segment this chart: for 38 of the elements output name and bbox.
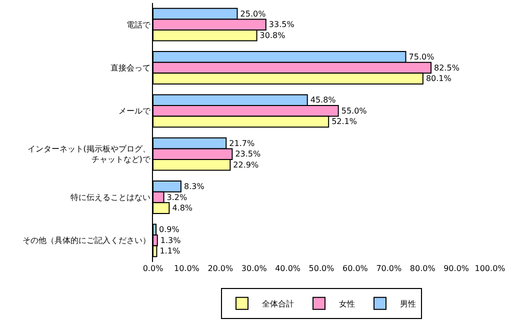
x-tick-label: 30.0% [241,264,268,273]
y-tick-label: 特に伝えることはない [70,193,150,202]
legend-label: 男性 [400,300,416,309]
data-label: 45.8% [310,96,336,105]
x-tick-label: 60.0% [342,264,368,273]
x-tick-label: 50.0% [308,264,335,273]
data-label: 0.9% [159,225,180,234]
data-label: 22.9% [233,160,259,170]
data-label: 8.3% [184,182,205,191]
legend-label: 全体合計 [262,300,294,309]
data-label: 33.5% [268,20,295,30]
data-label: 23.5% [235,150,262,159]
y-tick-label: インターネット(掲示板やブログ、チャットなど)で [27,144,152,164]
x-tick-label: 0.0% [142,264,164,273]
x-tick-label: 70.0% [376,264,402,273]
data-label: 21.7% [229,138,255,148]
x-tick-label: 40.0% [275,264,301,273]
x-tick-label: 20.0% [208,264,234,273]
data-label: 52.1% [332,117,358,126]
data-label: 1.3% [160,236,182,245]
x-tick-label: 80.0% [410,264,436,273]
data-label: 1.1% [160,246,180,256]
data-label: 30.8% [260,30,286,40]
y-tick-label: 直接会って [110,64,150,73]
x-tick-label: 90.0% [444,264,470,273]
data-label: 3.2% [166,192,188,202]
data-label: 80.1% [426,74,452,84]
data-label: 4.8% [172,204,193,213]
y-tick-label: その他（具体的にご記入ください） [22,236,150,246]
data-label: 55.0% [341,106,368,116]
data-label: 25.0% [240,9,266,18]
y-tick-label: 電話で [126,20,152,30]
x-tick-label: 10.0% [174,264,200,273]
data-label: 82.5% [434,63,460,72]
y-tick-label: メールで [118,106,152,116]
data-label: 75.0% [408,52,435,62]
x-tick-label: 100.0% [474,264,506,273]
legend-label: 女性 [339,300,355,309]
